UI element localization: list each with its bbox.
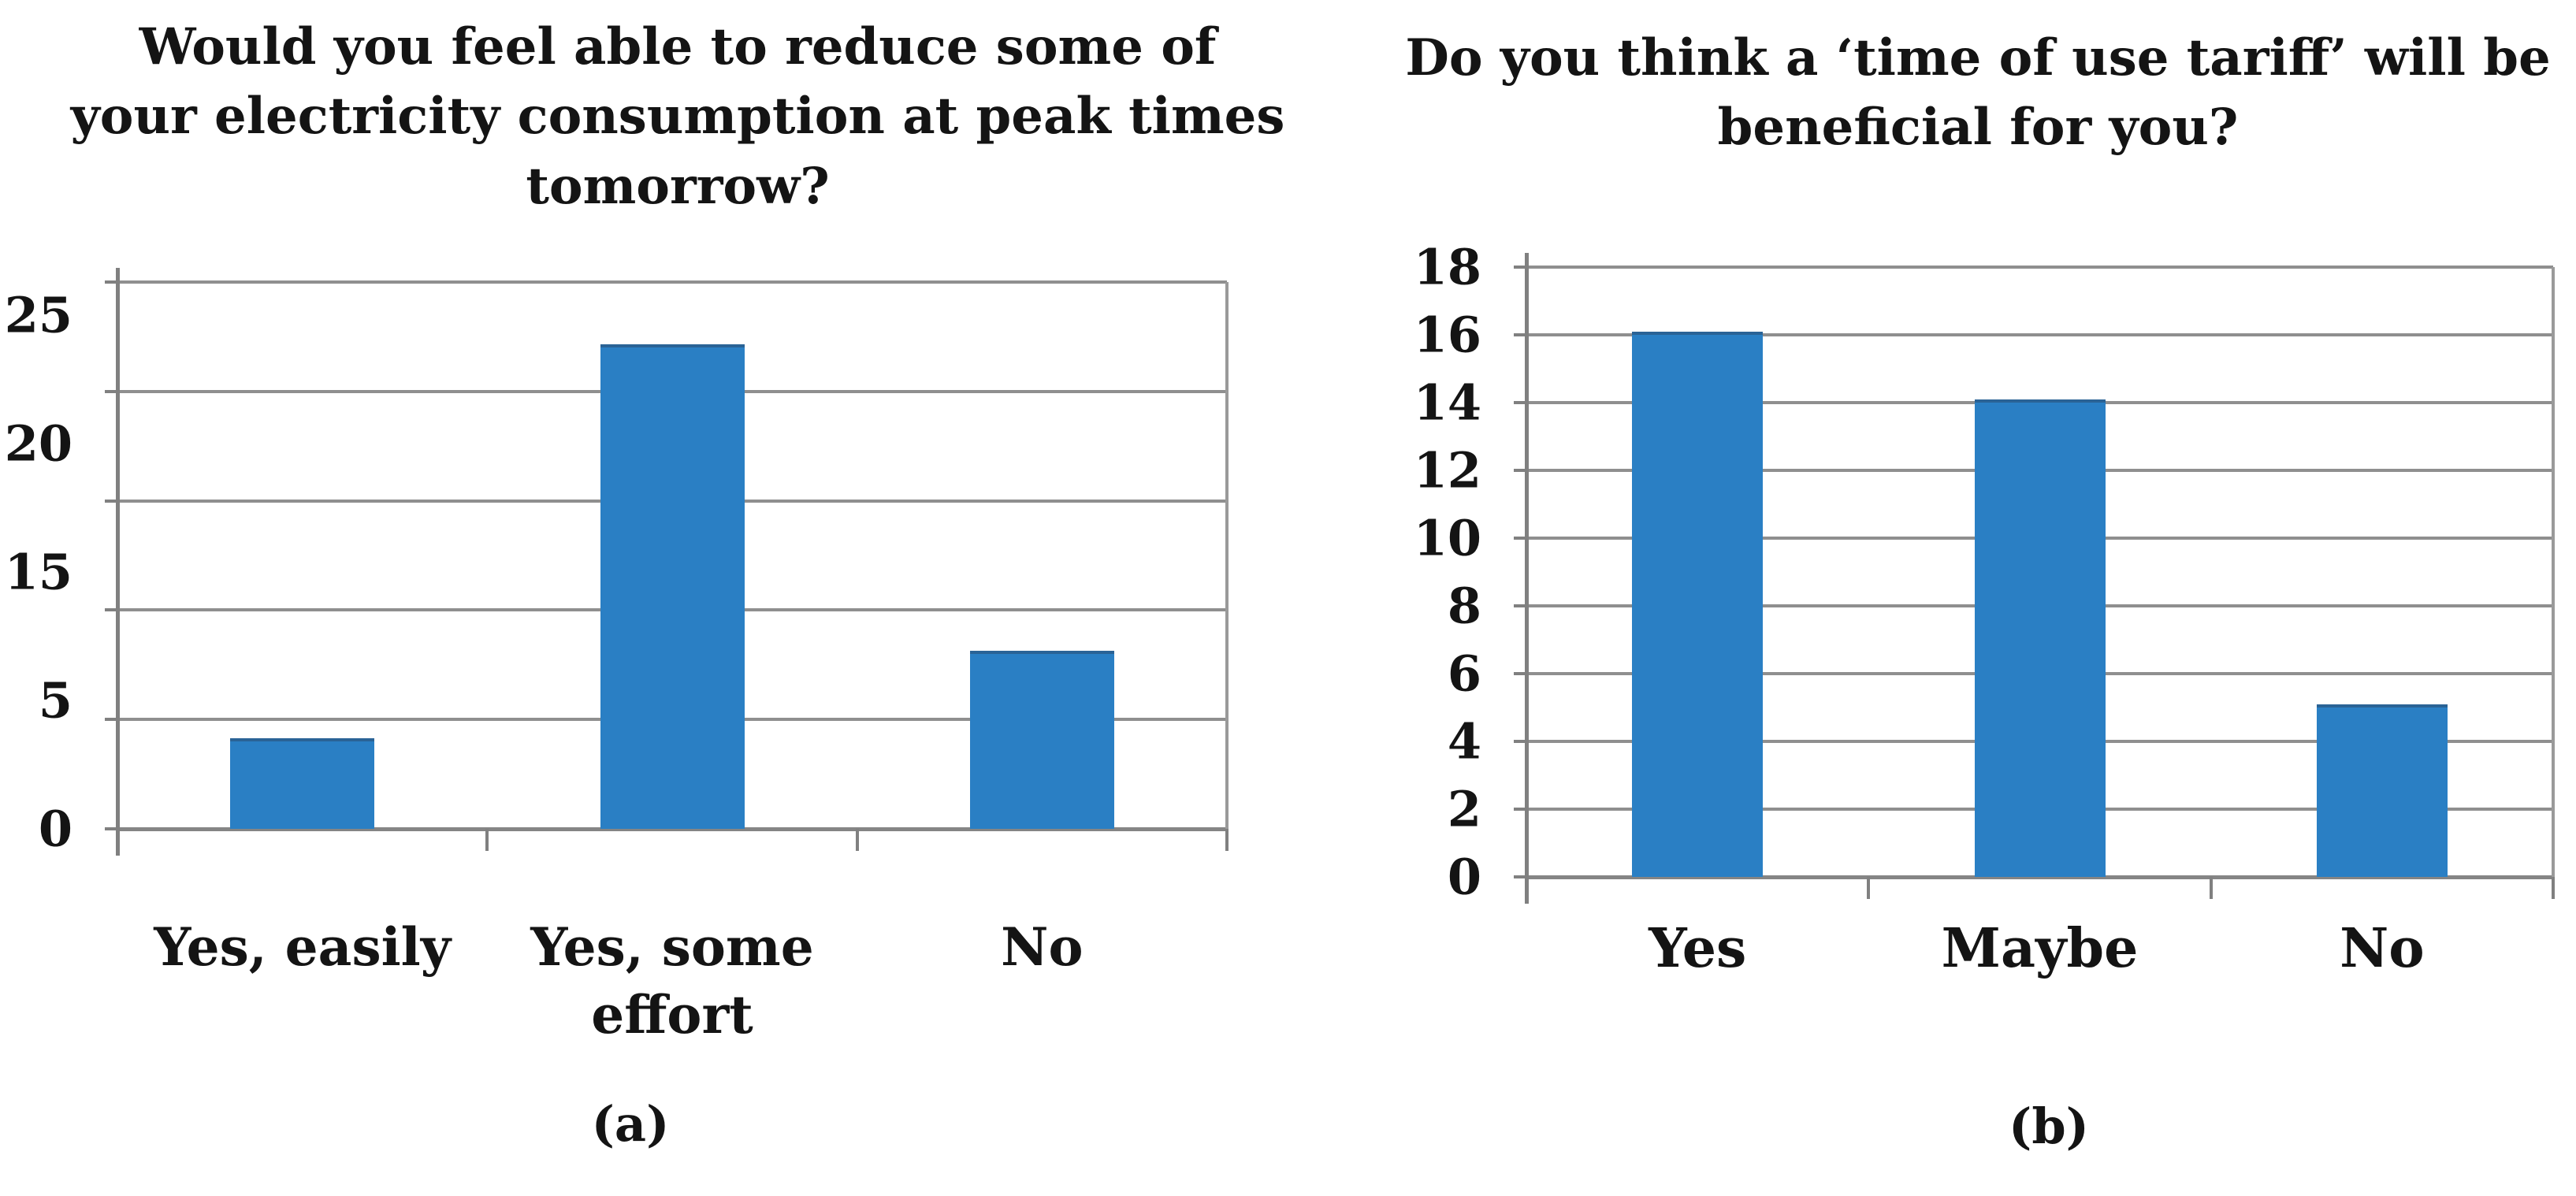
x-category-label: No — [1001, 916, 1084, 978]
x-category-label: Yes — [1649, 917, 1747, 980]
y-tick-label: 5 — [38, 671, 72, 730]
y-axis-tick — [105, 389, 117, 393]
y-axis-line — [1525, 253, 1529, 904]
bar-no — [969, 650, 1114, 829]
y-axis-tick — [1514, 266, 1526, 269]
y-tick-label: 14 — [1413, 373, 1481, 432]
chart-title-line: Do you think a ‘time of use tariff’ will… — [1405, 28, 2551, 87]
y-axis-tick — [105, 280, 117, 284]
plot-area — [117, 280, 1227, 831]
plot-right-border — [1225, 282, 1229, 851]
y-tick-label: 2 — [1447, 780, 1481, 838]
x-category-label: Maybe — [1941, 917, 2139, 980]
y-axis-tick — [105, 827, 117, 830]
x-axis-tick — [2209, 877, 2213, 899]
x-axis-tick — [485, 829, 489, 851]
y-axis-tick — [105, 718, 117, 722]
x-category-label: Yes, some effort — [530, 916, 814, 1046]
y-axis-tick — [1514, 808, 1526, 811]
bar-yes-easily — [230, 737, 375, 829]
chart-a-title: Would you feel able to reduce some of you… — [8, 13, 1347, 221]
y-axis-line — [116, 268, 120, 856]
chart-b-caption: (b) — [2008, 1098, 2090, 1155]
chart-title-line: beneficial for you? — [1717, 98, 2239, 158]
y-tick-label: 6 — [1447, 644, 1481, 703]
y-tick-label: 25 — [4, 286, 72, 344]
y-tick-label: 10 — [1413, 509, 1481, 567]
chart-title-line: Would you feel able to reduce some of — [139, 17, 1217, 76]
y-tick-label: 0 — [1447, 848, 1481, 906]
x-axis-tick — [1525, 877, 1528, 899]
x-axis-tick — [1225, 829, 1229, 851]
y-axis-tick — [1514, 401, 1526, 404]
y-tick-label: 0 — [38, 800, 72, 858]
chart-a-caption: (a) — [591, 1095, 670, 1153]
y-axis-tick — [1514, 672, 1526, 675]
x-category-label: Yes, easily — [154, 916, 452, 978]
x-axis-tick — [116, 829, 119, 851]
bar-maybe — [1974, 399, 2106, 877]
y-tick-label: 4 — [1447, 712, 1481, 771]
x-category-label: No — [2340, 917, 2425, 980]
chart-b-title: Do you think a ‘time of use tariff’ will… — [1387, 24, 2569, 163]
x-axis-tick — [855, 829, 859, 851]
y-axis-tick — [1514, 740, 1526, 743]
gridline — [117, 280, 1227, 284]
y-tick-label: 12 — [1413, 441, 1481, 500]
y-axis-tick — [1514, 469, 1526, 472]
chart-title-line: tomorrow? — [526, 156, 830, 216]
y-axis-tick — [1514, 333, 1526, 336]
y-axis-tick — [105, 499, 117, 503]
x-axis-line — [117, 827, 1227, 831]
bar-no — [2316, 704, 2448, 877]
y-tick-label: 16 — [1413, 306, 1481, 364]
x-axis-tick — [2552, 877, 2555, 899]
gridline — [1526, 266, 2553, 269]
plot-area — [1526, 266, 2553, 879]
y-axis-tick — [1514, 604, 1526, 607]
gridline — [1526, 332, 2553, 336]
y-tick-label: 15 — [4, 543, 72, 601]
y-tick-label: 8 — [1447, 577, 1481, 635]
y-axis-tick — [105, 608, 117, 612]
bar-yes — [1632, 332, 1764, 877]
chart-title-line: your electricity consumption at peak tim… — [70, 87, 1285, 147]
y-tick-label: 18 — [1413, 238, 1481, 296]
plot-right-border — [2552, 267, 2555, 899]
x-axis-line — [1526, 875, 2553, 879]
x-axis-tick — [1867, 877, 1871, 899]
bar-yes-some-effort — [600, 344, 745, 829]
y-axis-tick — [1514, 875, 1526, 878]
y-axis-tick — [1514, 537, 1526, 540]
y-tick-label: 20 — [4, 414, 72, 473]
